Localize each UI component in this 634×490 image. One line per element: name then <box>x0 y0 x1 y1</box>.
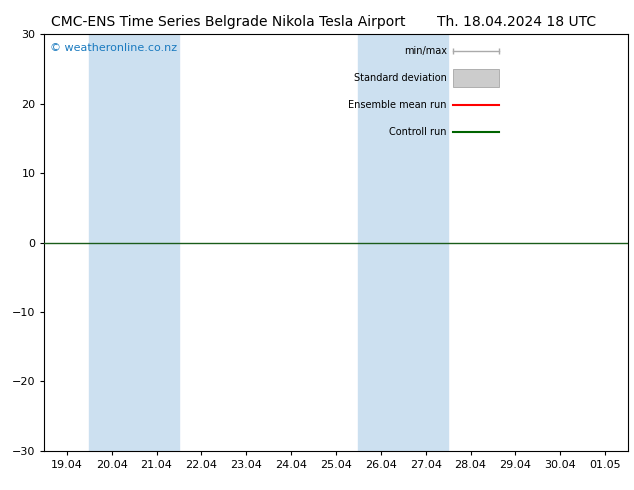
Text: min/max: min/max <box>404 46 447 56</box>
Text: Standard deviation: Standard deviation <box>354 73 447 83</box>
Bar <box>453 69 500 87</box>
Text: Ensemble mean run: Ensemble mean run <box>348 100 447 110</box>
Text: Th. 18.04.2024 18 UTC: Th. 18.04.2024 18 UTC <box>437 15 596 29</box>
Text: Controll run: Controll run <box>389 127 447 137</box>
Bar <box>358 34 448 451</box>
Text: CMC-ENS Time Series Belgrade Nikola Tesla Airport: CMC-ENS Time Series Belgrade Nikola Tesl… <box>51 15 406 29</box>
Bar <box>89 34 179 451</box>
Text: © weatheronline.co.nz: © weatheronline.co.nz <box>50 43 178 52</box>
